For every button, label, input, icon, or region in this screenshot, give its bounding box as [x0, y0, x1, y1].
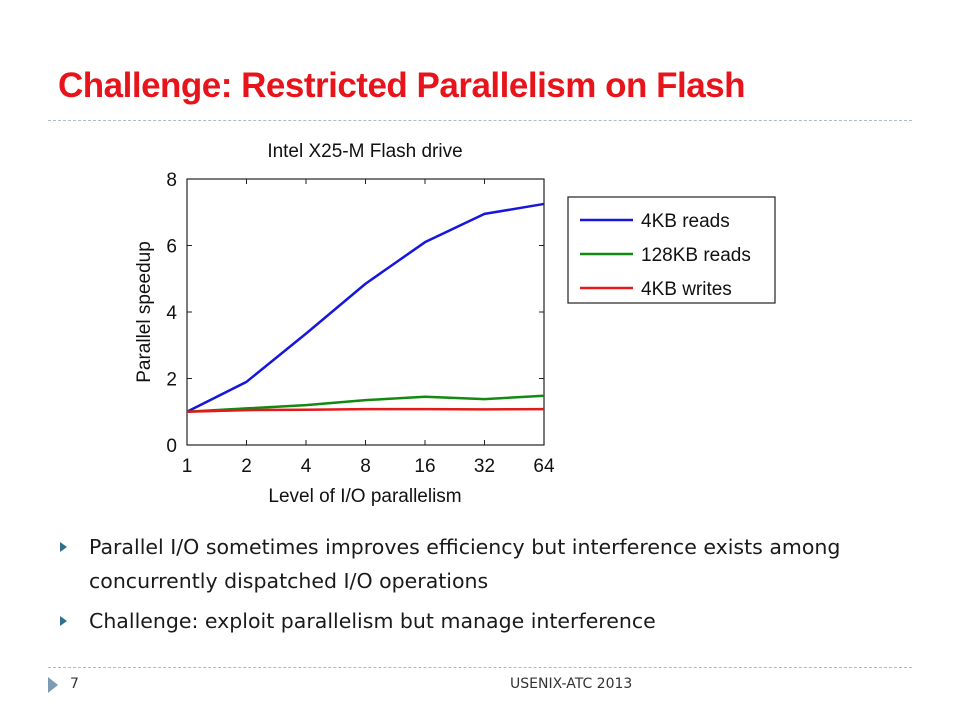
y-tick-label: 6 [166, 237, 177, 258]
bullet-arrow-icon [60, 616, 67, 626]
x-tick-label: 64 [533, 456, 555, 477]
series-line [186, 202, 545, 413]
series-line [186, 394, 545, 413]
x-axis-label: Level of I/O parallelism [268, 486, 461, 507]
legend-box [567, 196, 776, 304]
y-axis: 0 2 4 6 8 [166, 170, 544, 457]
legend-label: 4KB writes [641, 279, 732, 300]
bullet-text: Challenge: exploit parallelism but manag… [89, 609, 656, 633]
y-tick-label: 0 [166, 436, 177, 457]
page-number: 7 [70, 676, 79, 692]
x-tick-label: 8 [360, 456, 371, 477]
series-lines [186, 202, 545, 413]
series-line [186, 407, 545, 413]
legend: 4KB reads 128KB reads 4KB writes [580, 211, 751, 300]
y-tick-label: 8 [166, 170, 177, 191]
bullet-item: Parallel I/O sometimes improves efficien… [60, 530, 920, 598]
speedup-chart: Intel X25-M Flash drive 0 2 4 6 8 1 2 4 8 16 32 64… [134, 141, 776, 507]
footer-divider [48, 667, 912, 668]
y-axis-label: Parallel speedup [134, 241, 155, 383]
bullet-item: Challenge: exploit parallelism but manag… [60, 604, 920, 638]
slide-title: Challenge: Restricted Parallelism on Fla… [58, 66, 746, 105]
y-tick-label: 2 [166, 370, 177, 391]
bullet-arrow-icon [60, 542, 67, 552]
x-tick-label: 16 [414, 456, 435, 477]
legend-label: 128KB reads [641, 245, 751, 266]
y-tick-label: 4 [166, 303, 177, 324]
conference-label: USENIX-ATC 2013 [510, 676, 633, 692]
x-tick-label: 1 [182, 456, 193, 477]
legend-label: 4KB reads [641, 211, 730, 232]
bullet-list: Parallel I/O sometimes improves efficien… [60, 530, 920, 644]
bullet-text: Parallel I/O sometimes improves efficien… [89, 535, 841, 593]
x-axis: 1 2 4 8 16 32 64 [182, 179, 555, 477]
x-tick-label: 4 [301, 456, 312, 477]
plot-frame [186, 178, 545, 446]
x-tick-label: 2 [241, 456, 252, 477]
x-tick-label: 32 [474, 456, 495, 477]
chart-title: Intel X25-M Flash drive [267, 141, 462, 162]
title-divider [48, 120, 912, 121]
footer-triangle-icon [48, 677, 58, 693]
